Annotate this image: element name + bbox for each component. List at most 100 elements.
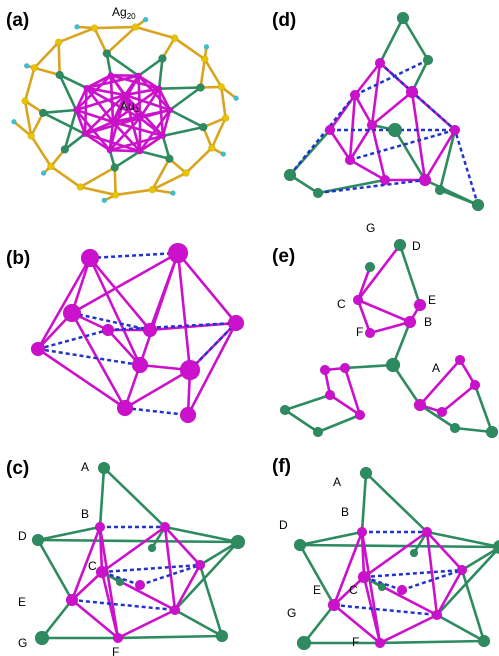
atom bbox=[293, 538, 307, 552]
atom bbox=[65, 593, 79, 607]
atom bbox=[221, 114, 230, 122]
bond bbox=[139, 116, 164, 137]
atom bbox=[377, 582, 387, 592]
atom bbox=[409, 548, 419, 558]
atom bbox=[319, 364, 331, 376]
atom bbox=[30, 64, 39, 72]
bond bbox=[163, 526, 177, 611]
atom bbox=[38, 108, 48, 118]
atom bbox=[312, 187, 324, 199]
atom-index: 1 bbox=[135, 105, 140, 114]
atom bbox=[169, 604, 181, 616]
bond bbox=[70, 312, 127, 409]
bond bbox=[117, 634, 223, 640]
bond bbox=[71, 571, 103, 601]
bond bbox=[176, 252, 238, 324]
bond bbox=[333, 603, 381, 645]
bond bbox=[349, 158, 386, 182]
atom bbox=[40, 170, 47, 176]
bond bbox=[40, 599, 74, 639]
bond bbox=[139, 134, 164, 153]
bond bbox=[419, 403, 456, 430]
bond bbox=[202, 116, 227, 129]
bond bbox=[159, 86, 201, 90]
atom bbox=[116, 399, 134, 417]
atom bbox=[101, 323, 115, 337]
bond bbox=[113, 167, 117, 195]
bond bbox=[101, 525, 166, 574]
atom bbox=[327, 598, 341, 612]
bond bbox=[157, 88, 165, 136]
atom-label: G bbox=[287, 606, 296, 620]
bond bbox=[398, 244, 422, 306]
bond bbox=[357, 298, 411, 324]
bond bbox=[419, 359, 461, 406]
bond bbox=[161, 109, 172, 137]
bond bbox=[30, 135, 52, 168]
atom bbox=[312, 426, 324, 438]
atom bbox=[167, 242, 189, 264]
bond bbox=[164, 526, 201, 566]
bond bbox=[329, 393, 361, 417]
bond bbox=[473, 384, 494, 433]
labels: (a) Ag20 Au1 (b) (c) A B D E C G F (d) (… bbox=[6, 5, 440, 656]
atom bbox=[364, 261, 376, 273]
bond bbox=[59, 73, 88, 90]
atom bbox=[135, 72, 142, 80]
bond bbox=[328, 94, 357, 131]
bond bbox=[186, 322, 238, 416]
dashed-contact bbox=[37, 328, 109, 351]
bond bbox=[137, 74, 160, 90]
dashed-contact bbox=[101, 563, 201, 574]
atom bbox=[95, 565, 109, 579]
bond bbox=[348, 94, 357, 161]
bond bbox=[162, 125, 204, 138]
dashed-contact bbox=[107, 321, 237, 332]
atom bbox=[155, 85, 163, 92]
atom bbox=[454, 354, 466, 366]
bond bbox=[360, 472, 368, 533]
bond bbox=[139, 150, 170, 161]
bond bbox=[435, 569, 464, 616]
atom bbox=[112, 632, 124, 644]
bond bbox=[379, 639, 485, 645]
bond bbox=[317, 178, 386, 195]
bond bbox=[98, 526, 120, 639]
bond bbox=[441, 383, 476, 414]
bond bbox=[391, 321, 412, 366]
atom bbox=[76, 183, 85, 191]
bond bbox=[135, 25, 175, 40]
bond bbox=[164, 525, 239, 544]
panel-label: (b) bbox=[6, 248, 30, 269]
dashed-contact bbox=[349, 128, 456, 162]
bond bbox=[103, 467, 166, 528]
bond bbox=[64, 132, 86, 151]
bond bbox=[138, 87, 161, 119]
atom bbox=[147, 543, 157, 553]
atom bbox=[159, 132, 167, 140]
atom bbox=[94, 521, 106, 533]
atom-label: G bbox=[18, 636, 27, 650]
atom bbox=[374, 637, 386, 649]
dashed-contact bbox=[89, 251, 179, 260]
atom-label: Au1 bbox=[120, 99, 140, 114]
bond bbox=[332, 531, 364, 606]
bond bbox=[106, 52, 140, 77]
bond bbox=[124, 87, 160, 97]
bond bbox=[115, 188, 153, 197]
bond bbox=[460, 569, 486, 642]
bond bbox=[93, 27, 108, 55]
atom bbox=[215, 629, 229, 643]
bond bbox=[174, 541, 239, 611]
bond bbox=[436, 546, 499, 616]
bond bbox=[30, 112, 45, 137]
atom bbox=[233, 95, 239, 101]
atom-symbol: Au bbox=[120, 99, 135, 113]
bond bbox=[84, 132, 111, 152]
panel-label: (f) bbox=[272, 456, 291, 477]
bond bbox=[220, 86, 227, 119]
bond bbox=[461, 546, 499, 572]
bond bbox=[169, 86, 202, 112]
bond bbox=[365, 472, 428, 533]
